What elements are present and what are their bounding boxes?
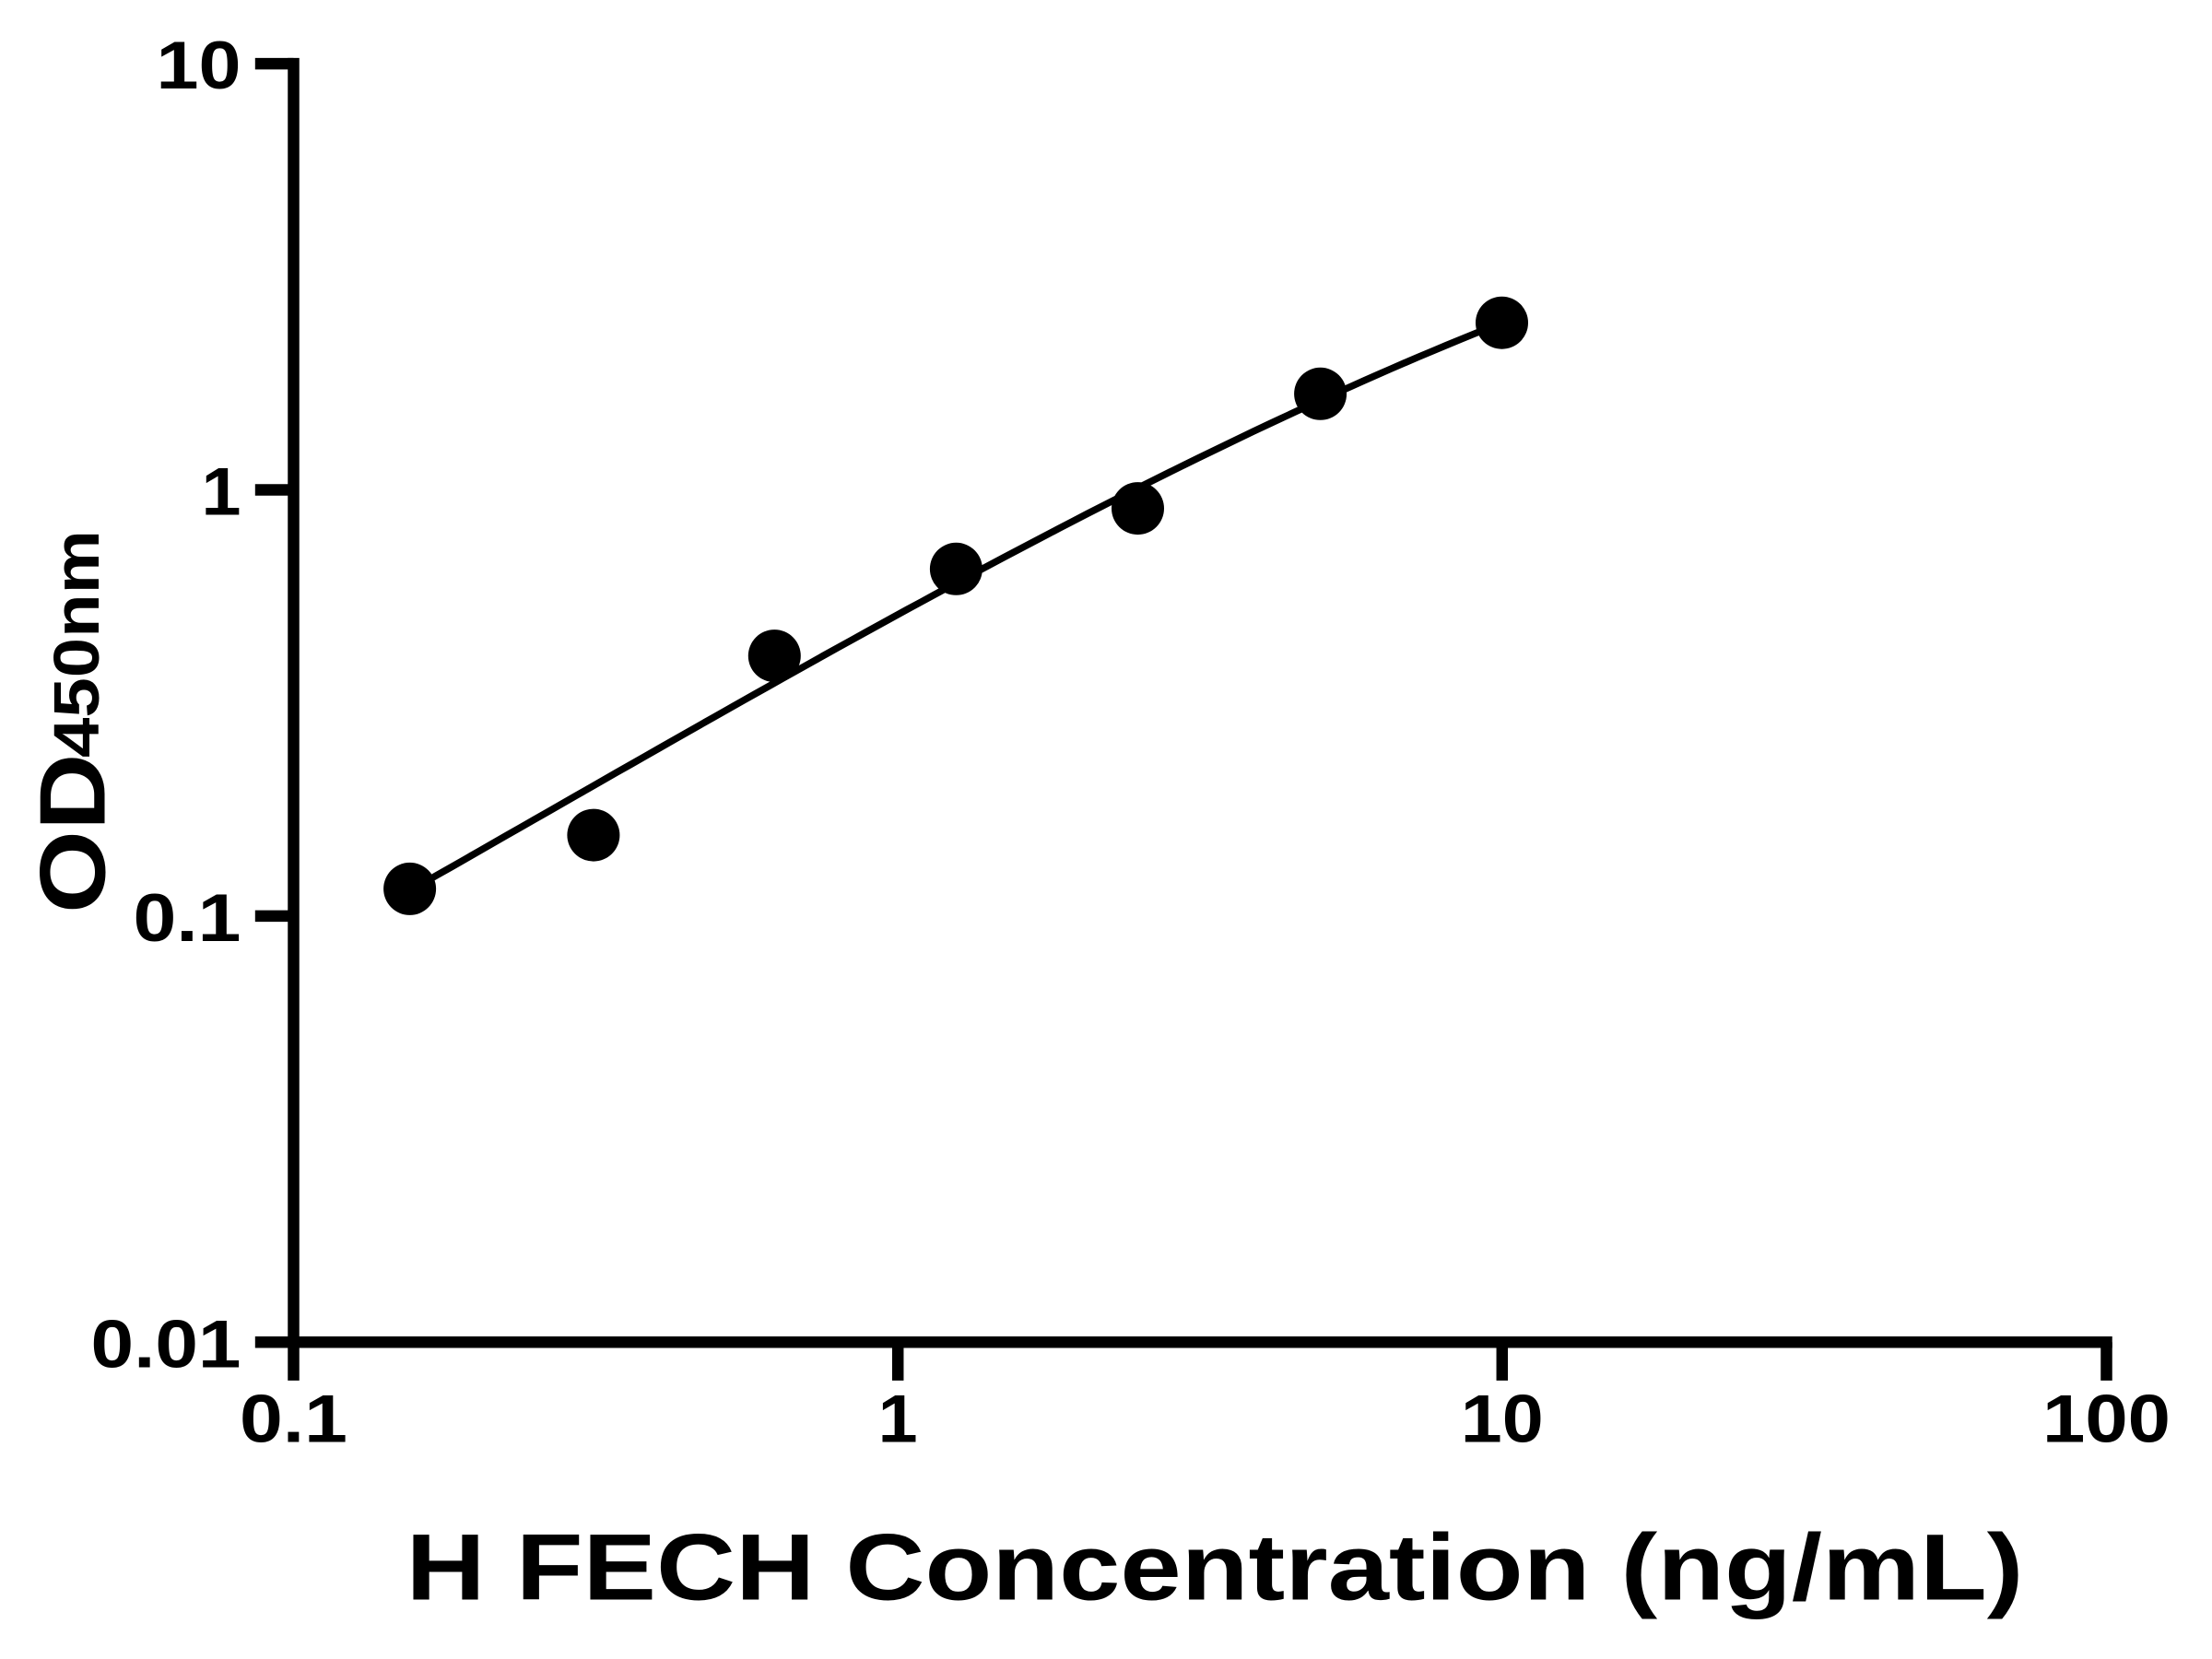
svg-text:1: 1 (878, 1381, 918, 1457)
svg-text:0.1: 0.1 (240, 1381, 347, 1457)
svg-text:H FECH Concentration (ng/mL): H FECH Concentration (ng/mL) (406, 1515, 2024, 1620)
svg-text:1: 1 (202, 453, 241, 530)
svg-text:10: 10 (1461, 1381, 1544, 1457)
svg-text:0.01: 0.01 (91, 1305, 241, 1382)
svg-text:OD: OD (22, 754, 125, 914)
svg-text:10: 10 (157, 27, 241, 103)
svg-text:0.1: 0.1 (134, 879, 241, 956)
svg-text:450nm: 450nm (41, 530, 112, 758)
svg-text:100: 100 (2042, 1381, 2171, 1457)
